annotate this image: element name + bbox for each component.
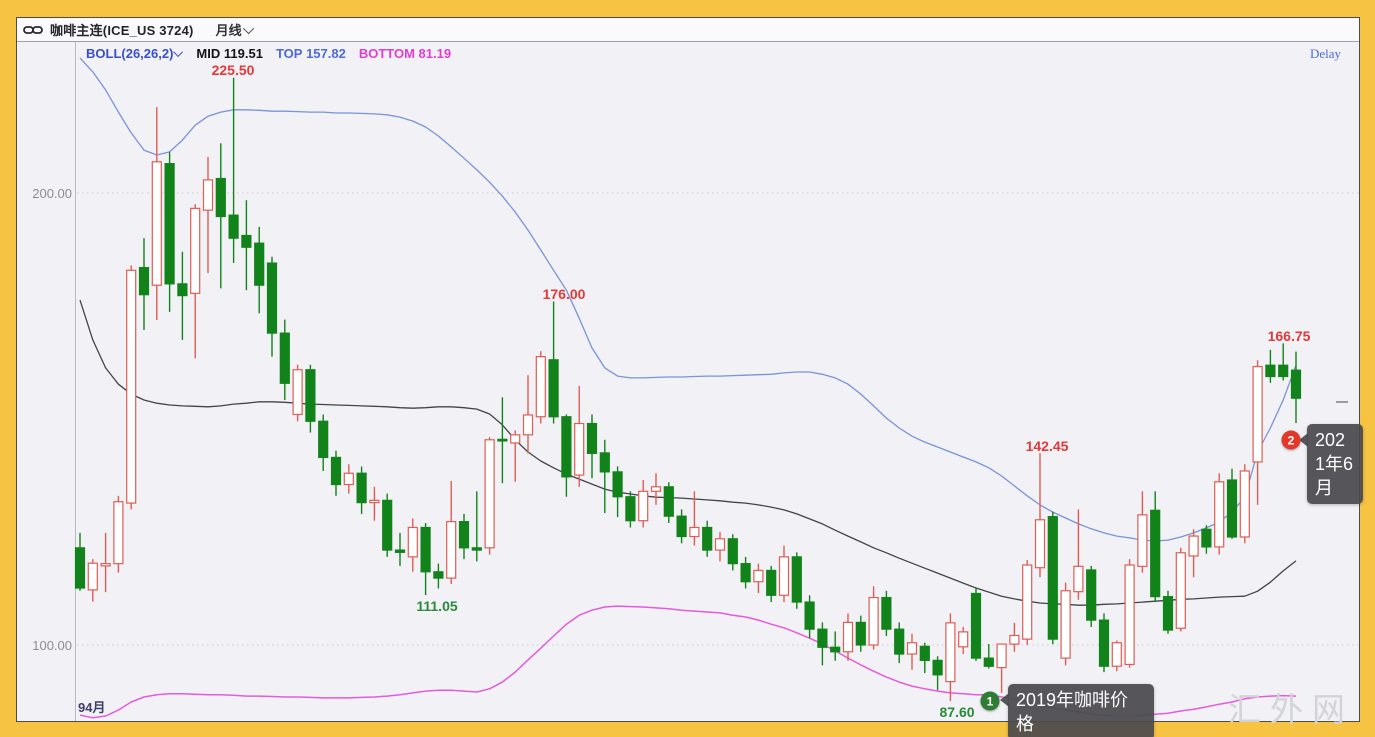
indicator-bar: BOLL(26,26,2) MID 119.51 TOP 157.82 BOTT… bbox=[86, 45, 451, 61]
chevron-down-icon bbox=[242, 22, 254, 34]
boll-top-readout: TOP 157.82 bbox=[275, 45, 346, 61]
title-bar: 咖啡主连(ICE_US 3724) 月线 bbox=[17, 18, 1359, 42]
period-label: 月线 bbox=[215, 23, 242, 38]
app-window: 咖啡主连(ICE_US 3724) 月线 BOLL(26,26,2) MID 1… bbox=[16, 17, 1360, 722]
marker-tooltip-1: 2019年咖啡价格 bbox=[1000, 684, 1154, 737]
tooltip-arrow-icon bbox=[1299, 433, 1308, 447]
watermark: 汇外网 bbox=[1228, 693, 1354, 729]
boll-label: BOLL(26,26,2) bbox=[86, 45, 174, 61]
x-axis-label: 94月 bbox=[78, 700, 106, 715]
period-select[interactable]: 月线 bbox=[216, 20, 254, 39]
boll-indicator-select[interactable]: BOLL(26,26,2) bbox=[86, 45, 184, 61]
price-annotation: 225.50 bbox=[211, 62, 255, 78]
link-icon bbox=[23, 24, 43, 36]
boll-mid-readout: MID 119.51 bbox=[196, 45, 263, 61]
instrument-title: 咖啡主连(ICE_US 3724) bbox=[50, 23, 194, 38]
marker-badge-2[interactable]: 2 bbox=[1281, 430, 1301, 450]
price-annotation: 111.05 bbox=[416, 598, 458, 614]
price-annotation: 87.60 bbox=[939, 704, 975, 720]
marker-tooltip-2: 2021年6月 bbox=[1299, 424, 1363, 504]
price-annotation: 142.45 bbox=[1025, 438, 1069, 454]
price-annotation: 176.00 bbox=[542, 286, 586, 302]
y-axis-label: 200.00 bbox=[32, 186, 72, 201]
boll-bottom-readout: BOTTOM 81.19 bbox=[358, 45, 452, 61]
y-axis-label: 100.00 bbox=[32, 638, 72, 653]
marker-badge-1[interactable]: 1 bbox=[980, 691, 1000, 711]
chevron-down-icon bbox=[173, 46, 184, 57]
delay-badge: Delay bbox=[1309, 46, 1341, 61]
tooltip-arrow-icon bbox=[1000, 693, 1009, 707]
price-annotation: 166.75 bbox=[1267, 328, 1311, 344]
